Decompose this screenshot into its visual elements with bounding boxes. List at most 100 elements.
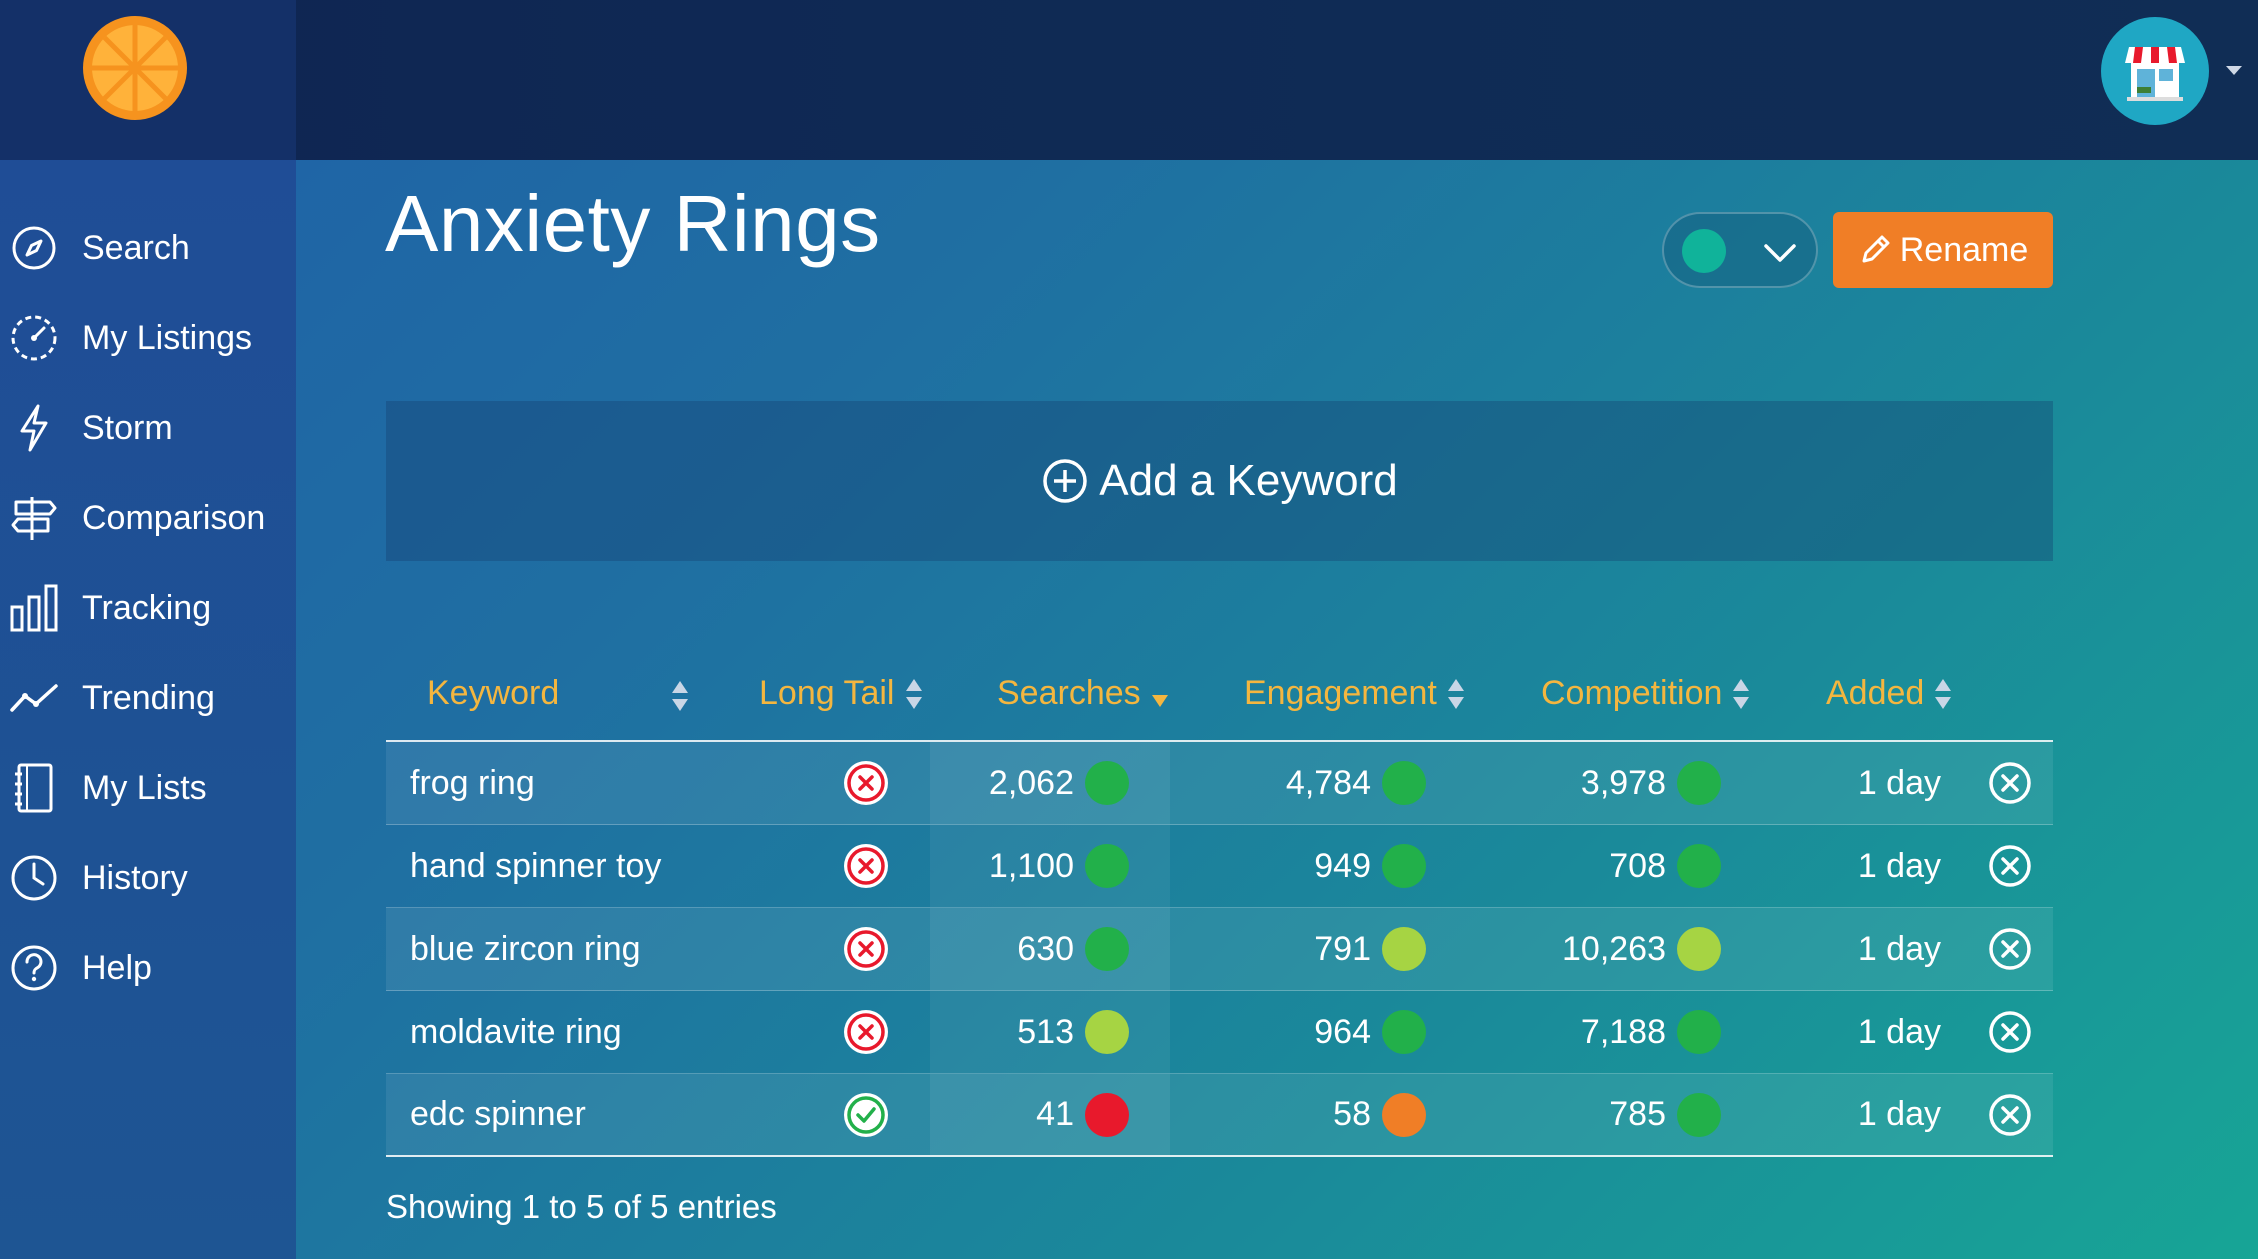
column-header-label: Engagement bbox=[1244, 674, 1437, 712]
sidebar-item-help[interactable]: Help bbox=[0, 928, 296, 1008]
added-value: 1 day bbox=[1857, 846, 1941, 885]
sidebar-item-label: Comparison bbox=[82, 498, 266, 537]
sort-both-icon[interactable] bbox=[671, 680, 689, 712]
clock-icon bbox=[8, 852, 60, 904]
sidebar-item-label: History bbox=[82, 858, 188, 897]
remove-keyword-icon[interactable] bbox=[1987, 843, 2033, 889]
engagement-score-dot bbox=[1382, 927, 1426, 971]
table-row: edc spinner 41 58 785 1 day bbox=[386, 1074, 2053, 1157]
added-value: 1 day bbox=[1857, 763, 1941, 802]
table-row: blue zircon ring 630 791 10,263 1 day bbox=[386, 908, 2053, 991]
table-row: frog ring 2,062 4,784 3,978 1 day bbox=[386, 742, 2053, 825]
keyword-cell[interactable]: hand spinner toy bbox=[410, 846, 662, 885]
added-value: 1 day bbox=[1857, 929, 1941, 968]
sorted-column-highlight bbox=[930, 742, 1170, 824]
lightning-icon bbox=[8, 402, 60, 454]
sidebar-item-search[interactable]: Search bbox=[0, 208, 296, 288]
column-header-searches[interactable]: Searches bbox=[997, 674, 1169, 713]
column-header-added[interactable]: Added bbox=[1826, 674, 1952, 713]
searches-score-dot bbox=[1085, 1010, 1129, 1054]
keyword-cell[interactable]: edc spinner bbox=[410, 1095, 586, 1133]
table-info: Showing 1 to 5 of 5 entries bbox=[386, 1188, 777, 1225]
speedometer-icon bbox=[8, 312, 60, 364]
competition-score-dot bbox=[1677, 1093, 1721, 1137]
competition-value: 708 bbox=[1609, 846, 1666, 885]
check-circle-icon bbox=[844, 1093, 888, 1137]
engagement-value: 964 bbox=[1314, 1012, 1371, 1051]
sidebar-item-label: Trending bbox=[82, 678, 215, 717]
question-circle-icon bbox=[8, 942, 60, 994]
x-circle-icon bbox=[844, 1010, 888, 1054]
added-value: 1 day bbox=[1857, 1095, 1941, 1133]
sorted-column-highlight bbox=[930, 1074, 1170, 1155]
sidebar: Search My Listings Storm Comparison Trac… bbox=[0, 160, 296, 1259]
sidebar-item-label: My Lists bbox=[82, 768, 207, 807]
remove-keyword-icon[interactable] bbox=[1987, 926, 2033, 972]
table-body: frog ring 2,062 4,784 3,978 1 day hand spinne… bbox=[386, 742, 2053, 1157]
keyword-cell[interactable]: blue zircon ring bbox=[410, 929, 641, 968]
sidebar-item-my-lists[interactable]: My Lists bbox=[0, 748, 296, 828]
x-circle-icon bbox=[844, 844, 888, 888]
searches-value: 513 bbox=[1017, 1012, 1074, 1051]
remove-keyword-icon[interactable] bbox=[1987, 760, 2033, 806]
plus-circle-icon bbox=[1043, 459, 1088, 503]
searches-value: 630 bbox=[1017, 929, 1074, 968]
competition-value: 10,263 bbox=[1562, 929, 1666, 968]
engagement-value: 58 bbox=[1333, 1095, 1371, 1133]
column-header-long-tail[interactable]: Long Tail bbox=[759, 674, 923, 713]
sidebar-item-tracking[interactable]: Tracking bbox=[0, 568, 296, 648]
engagement-value: 949 bbox=[1314, 846, 1371, 885]
column-header-engagement[interactable]: Engagement bbox=[1244, 674, 1465, 713]
engagement-value: 791 bbox=[1314, 929, 1371, 968]
engagement-score-dot bbox=[1382, 761, 1426, 805]
sidebar-item-storm[interactable]: Storm bbox=[0, 388, 296, 468]
sidebar-item-comparison[interactable]: Comparison bbox=[0, 478, 296, 558]
sort-both-icon bbox=[1733, 678, 1750, 709]
caret-down-icon[interactable] bbox=[2226, 66, 2242, 75]
competition-score-dot bbox=[1677, 844, 1721, 888]
x-circle-icon bbox=[844, 761, 888, 805]
remove-keyword-icon[interactable] bbox=[1987, 1009, 2033, 1055]
orange-slice-logo-icon[interactable] bbox=[82, 15, 188, 121]
searches-score-dot bbox=[1085, 844, 1129, 888]
keywords-table: Keyword Long Tail Searches Engagement Co… bbox=[386, 650, 2053, 1157]
table-row: hand spinner toy 1,100 949 708 1 day bbox=[386, 825, 2053, 908]
table-row: moldavite ring 513 964 7,188 1 day bbox=[386, 991, 2053, 1074]
list-color-select[interactable] bbox=[1662, 212, 1818, 288]
notebook-icon bbox=[8, 762, 60, 814]
remove-keyword-icon[interactable] bbox=[1987, 1092, 2033, 1138]
rename-button-label: Rename bbox=[1899, 230, 2029, 269]
user-avatar[interactable] bbox=[2101, 17, 2209, 125]
page-title: Anxiety Rings bbox=[385, 179, 881, 268]
add-keyword-button[interactable]: Add a Keyword bbox=[386, 401, 2053, 561]
searches-value: 2,062 bbox=[988, 763, 1074, 802]
searches-score-dot bbox=[1085, 927, 1129, 971]
sidebar-item-label: Help bbox=[82, 948, 152, 987]
sidebar-item-my-listings[interactable]: My Listings bbox=[0, 298, 296, 378]
sort-both-icon bbox=[1447, 678, 1464, 709]
engagement-score-dot bbox=[1382, 844, 1426, 888]
keyword-cell[interactable]: moldavite ring bbox=[410, 1012, 622, 1051]
column-header-label: Searches bbox=[997, 674, 1141, 712]
sort-desc-icon bbox=[1151, 694, 1168, 707]
rename-button[interactable]: Rename bbox=[1833, 212, 2053, 288]
searches-score-dot bbox=[1085, 1093, 1129, 1137]
x-circle-icon bbox=[844, 927, 888, 971]
sort-both-icon bbox=[1935, 678, 1952, 709]
competition-score-dot bbox=[1677, 927, 1721, 971]
column-header-competition[interactable]: Competition bbox=[1541, 674, 1750, 713]
sidebar-item-trending[interactable]: Trending bbox=[0, 658, 296, 738]
top-bar bbox=[0, 0, 2258, 160]
signpost-icon bbox=[8, 492, 60, 544]
keyword-cell[interactable]: frog ring bbox=[410, 763, 535, 802]
logo-area[interactable] bbox=[0, 0, 296, 160]
storefront-icon bbox=[2125, 47, 2185, 101]
column-header-keyword[interactable]: Keyword bbox=[427, 674, 559, 713]
column-header-label: Competition bbox=[1541, 674, 1723, 712]
pencil-icon bbox=[1862, 235, 1890, 263]
trend-line-icon bbox=[8, 672, 60, 724]
engagement-value: 4,784 bbox=[1285, 763, 1371, 802]
sidebar-item-history[interactable]: History bbox=[0, 838, 296, 918]
sorted-column-highlight bbox=[930, 991, 1170, 1073]
sort-both-icon bbox=[905, 678, 922, 709]
